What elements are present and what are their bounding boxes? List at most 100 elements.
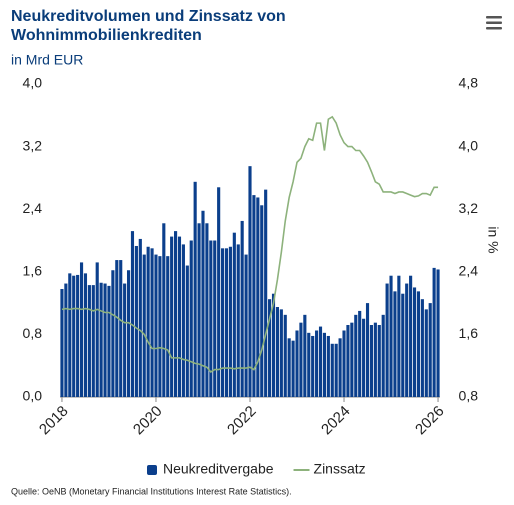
y-tick-label: 4,0 — [23, 75, 43, 91]
bar — [170, 236, 174, 397]
bar — [154, 254, 158, 397]
y2-tick-label: 0,8 — [459, 388, 479, 404]
bar — [412, 287, 417, 397]
bar — [318, 326, 323, 397]
bar — [424, 309, 428, 397]
bar — [409, 275, 413, 397]
bar — [381, 314, 385, 397]
bar — [228, 246, 232, 397]
bar — [126, 270, 131, 397]
bar — [115, 260, 119, 397]
bar — [185, 265, 189, 397]
x-tick-label: 2024 — [318, 403, 354, 439]
bar — [252, 195, 256, 397]
bar — [334, 343, 338, 397]
bar — [283, 314, 287, 397]
bar — [256, 197, 260, 397]
bar — [350, 322, 354, 397]
bar — [405, 283, 409, 397]
x-tick-label: 2026 — [412, 403, 448, 439]
bar — [221, 248, 225, 397]
bar — [420, 299, 424, 397]
bar — [68, 273, 72, 397]
bar — [217, 187, 221, 397]
bar — [189, 240, 193, 397]
bar — [397, 275, 401, 397]
bar — [365, 303, 370, 397]
bar — [264, 189, 268, 397]
bar — [130, 231, 135, 397]
x-tick-label: 2018 — [36, 403, 72, 439]
bar — [315, 330, 319, 397]
bar — [322, 332, 326, 397]
bar — [338, 338, 342, 397]
bar — [428, 303, 432, 397]
y2-tick-label: 3,2 — [459, 200, 479, 216]
bar — [326, 335, 330, 397]
bar — [377, 325, 381, 397]
bar — [72, 275, 76, 397]
bar — [373, 322, 377, 397]
bar — [119, 260, 123, 397]
bar — [287, 338, 291, 397]
bar — [369, 325, 374, 397]
bar — [346, 325, 350, 397]
menu-icon-bar — [486, 16, 502, 19]
bar — [291, 340, 295, 397]
menu-icon-bar — [486, 27, 502, 30]
bar — [134, 245, 138, 397]
y-tick-label: 2,4 — [23, 200, 43, 216]
y-tick-label: 3,2 — [23, 137, 43, 153]
bar — [103, 283, 107, 397]
x-tick-label: 2020 — [130, 403, 166, 439]
bar — [354, 314, 358, 397]
bar — [342, 330, 346, 397]
bar — [224, 248, 229, 397]
bar — [87, 285, 91, 397]
bar — [303, 314, 307, 397]
menu-button[interactable] — [485, 14, 503, 32]
bar — [401, 293, 405, 397]
bar — [142, 254, 146, 397]
bar — [76, 274, 80, 397]
bar — [232, 232, 236, 397]
bar — [177, 236, 182, 397]
bar — [307, 332, 311, 397]
bar — [240, 220, 244, 397]
bar — [107, 285, 111, 397]
bar — [299, 322, 303, 397]
bar — [111, 270, 115, 397]
bar — [244, 254, 248, 397]
bar — [311, 335, 315, 397]
bar — [138, 238, 142, 397]
legend-label: Zinssatz — [314, 461, 366, 477]
y2-tick-label: 4,8 — [459, 75, 479, 91]
bar — [393, 291, 397, 397]
bar — [213, 240, 217, 397]
menu-icon-bar — [486, 21, 502, 24]
bar — [248, 166, 252, 397]
y2-tick-label: 1,6 — [459, 325, 479, 341]
y2-tick-label: 4,0 — [459, 137, 479, 153]
bar — [162, 223, 166, 397]
legend-label: Neukreditvergabe — [163, 461, 274, 477]
bar — [60, 289, 64, 397]
legend-swatch — [147, 465, 157, 475]
bar — [166, 256, 170, 397]
x-tick-label: 2022 — [224, 403, 260, 439]
bar — [295, 330, 299, 397]
bar — [95, 262, 99, 397]
y2-axis-label: in % — [485, 226, 501, 253]
bar — [436, 269, 440, 397]
bar — [197, 223, 201, 397]
bar — [275, 307, 279, 397]
bar — [174, 231, 178, 397]
bar — [79, 262, 84, 397]
y-tick-label: 0,8 — [23, 325, 43, 341]
line — [61, 115, 439, 373]
bar — [358, 310, 362, 397]
chart-subtitle: in Mrd EUR — [11, 52, 83, 68]
bar — [209, 240, 213, 397]
bar — [271, 293, 276, 397]
